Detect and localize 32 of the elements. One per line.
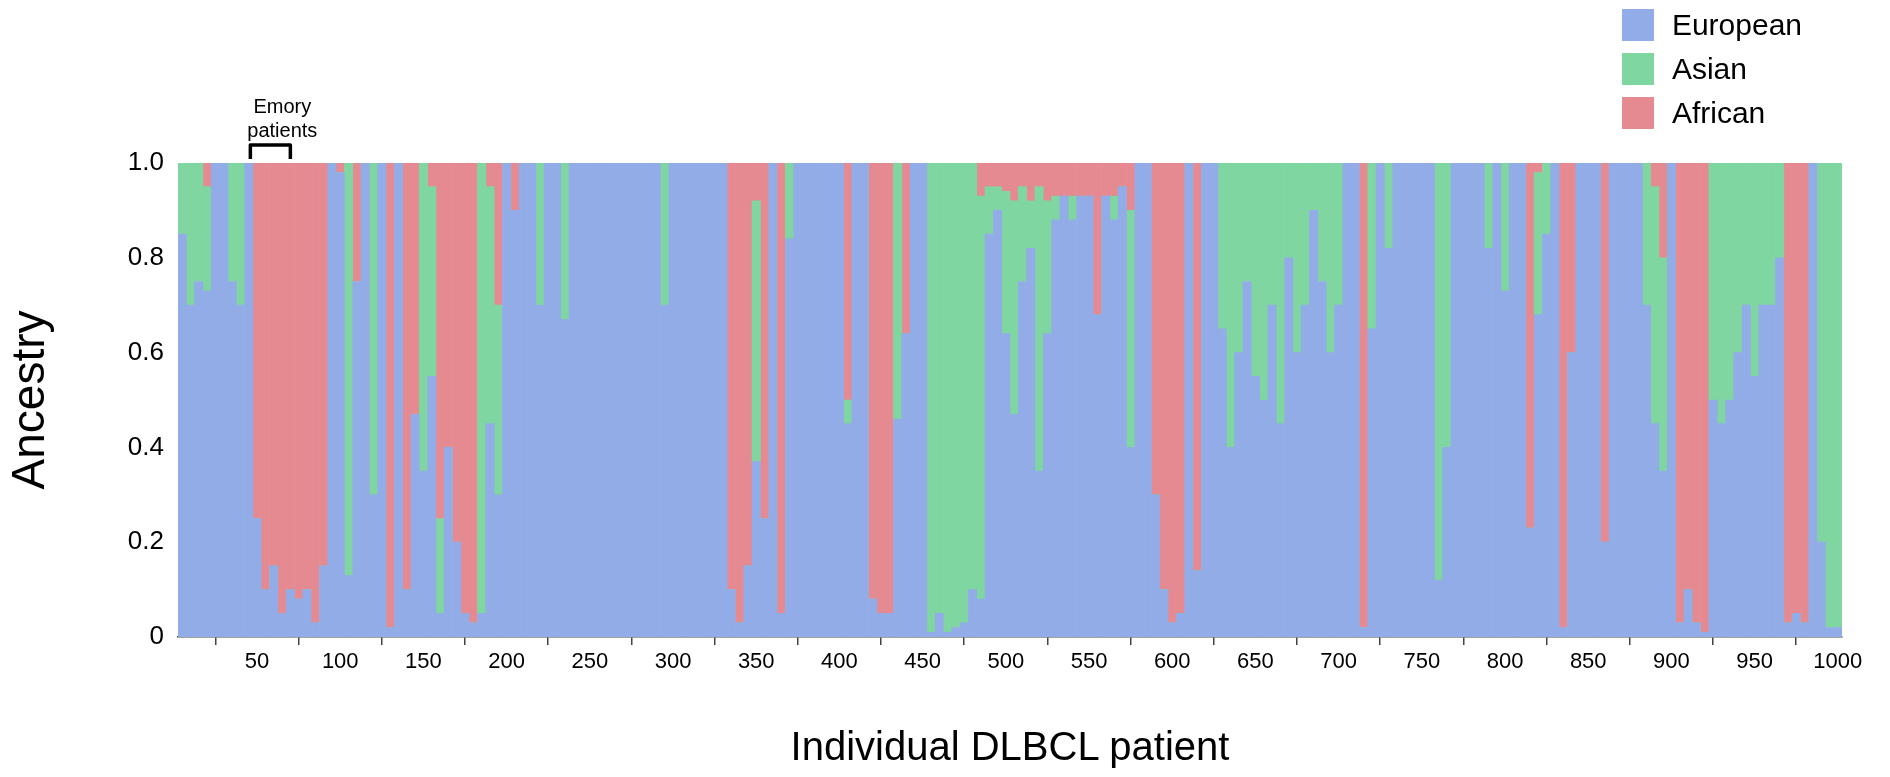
x-tick-label: 900 bbox=[1653, 648, 1690, 674]
y-tick-label: 1.0 bbox=[127, 146, 164, 177]
x-tick-label: 750 bbox=[1403, 648, 1441, 674]
annotation: Emory patients bbox=[247, 95, 318, 141]
x-tick-label: 650 bbox=[1237, 648, 1274, 674]
y-tick-label: 0.2 bbox=[127, 525, 164, 556]
legend-label: Asian bbox=[1671, 52, 1747, 86]
x-tick-label: 550 bbox=[1070, 648, 1108, 674]
x-tick-label: 600 bbox=[1153, 648, 1191, 674]
legend-label: African bbox=[1671, 96, 1766, 130]
x-tick-label: 1000 bbox=[1813, 648, 1863, 674]
x-tick-label: 350 bbox=[737, 648, 775, 674]
x-tick-label: 200 bbox=[488, 648, 525, 674]
y-tick-label: 0.8 bbox=[127, 240, 164, 271]
x-tick-label: 850 bbox=[1569, 648, 1607, 674]
x-tick-label: 700 bbox=[1320, 648, 1357, 674]
x-tick-label: 500 bbox=[987, 648, 1025, 674]
x-tick-label: 800 bbox=[1486, 648, 1524, 674]
x-tick-label: 100 bbox=[321, 648, 359, 674]
x-tick-label: 400 bbox=[821, 648, 858, 674]
x-tick-label: 300 bbox=[654, 648, 692, 674]
y-tick-label: 0 bbox=[149, 620, 164, 651]
x-axis-title: Individual DLBCL patient bbox=[790, 724, 1230, 769]
x-tick-label: 450 bbox=[904, 648, 941, 674]
x-tick-label: 250 bbox=[571, 648, 609, 674]
y-axis-title: Ancestry bbox=[2, 310, 55, 490]
x-tick-label: 950 bbox=[1736, 648, 1773, 674]
legend-label: European bbox=[1671, 8, 1802, 42]
x-tick-label: 50 bbox=[244, 648, 270, 674]
y-tick-label: 0.6 bbox=[127, 335, 164, 366]
y-tick-label: 0.4 bbox=[127, 430, 164, 461]
x-tick-label: 150 bbox=[405, 648, 442, 674]
